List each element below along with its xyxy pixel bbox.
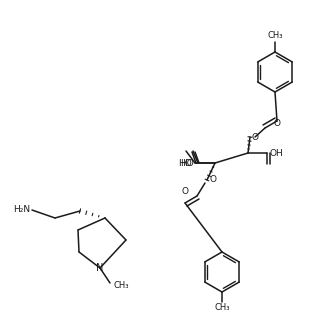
Text: CH₃: CH₃ [113, 281, 128, 290]
Text: O: O [273, 120, 280, 128]
Text: H₂N: H₂N [13, 205, 30, 215]
Text: CH₃: CH₃ [267, 31, 283, 40]
Text: O: O [209, 176, 216, 184]
Text: HO: HO [180, 158, 194, 168]
Text: CH₃: CH₃ [214, 303, 230, 313]
Text: OH: OH [269, 149, 283, 157]
Text: N: N [96, 263, 104, 273]
Text: O: O [251, 133, 258, 142]
Text: HO: HO [178, 158, 192, 168]
Text: O: O [181, 188, 188, 197]
